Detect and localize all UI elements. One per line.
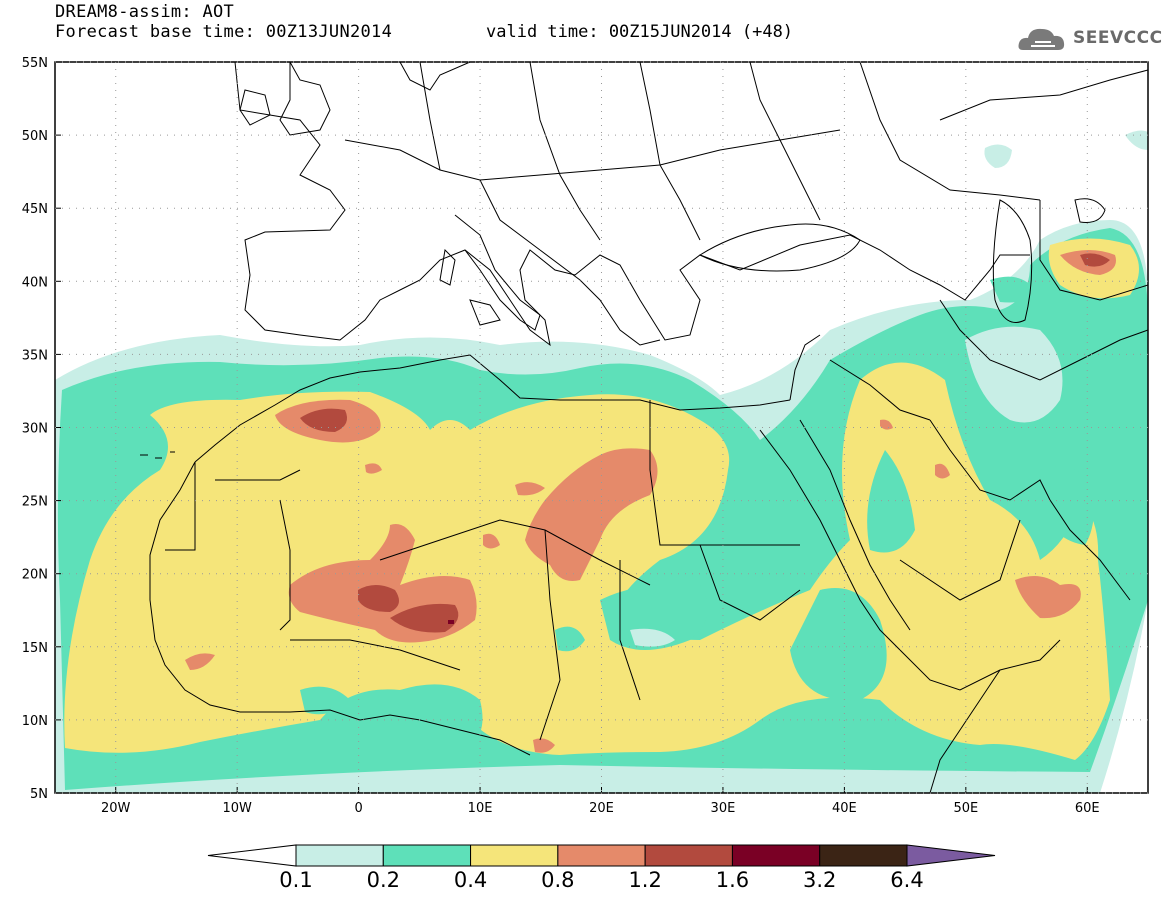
colorbar-label: 0.2 [366,868,400,892]
lon-tick-label: 20W [101,801,131,816]
colorbar-segment [731,844,821,867]
coastlines [140,62,1148,793]
cloud-logo-icon [1018,28,1065,50]
lon-tick-label: 10W [222,801,252,816]
colorbar-under-triangle [207,844,297,867]
colorbar-segment [470,844,559,867]
forecast-base-time: Forecast base time: 00Z13JUN2014 [55,22,393,42]
lon-tick-label: 50E [953,801,978,816]
colorbar-label: 6.4 [890,868,924,892]
lon-tick-label: 20E [589,801,614,816]
lat-tick-label: 30N [22,422,48,437]
lat-tick-label: 45N [22,202,48,217]
lon-tick-label: 30E [711,801,736,816]
lat-tick-label: 35N [22,348,48,363]
colorbar-segment [295,844,384,867]
colorbar-segment [819,844,908,867]
lat-tick-label: 15N [22,641,48,656]
lon-tick-label: 0 [354,801,362,816]
valid-time: valid time: 00Z15JUN2014 (+48) [486,22,794,42]
colorbar-label: 0.1 [279,868,313,892]
lat-tick-label: 40N [22,275,48,290]
lat-tick-label: 5N [30,787,48,802]
colorbar-label: 1.6 [715,868,750,892]
colorbar-label: 0.8 [541,868,575,892]
colorbar-segment [644,844,733,867]
colorbar [207,844,996,867]
lat-tick-label: 50N [22,129,48,144]
lon-tick-label: 60E [1075,801,1100,816]
colorbar-segment [382,844,472,867]
lat-tick-label: 25N [22,495,48,510]
lon-tick-label: 40E [832,801,857,816]
colorbar-label: 0.4 [453,868,488,892]
axis-ticks [55,61,1148,794]
logo-text: SEEVCCC [1073,28,1163,48]
colorbar-segment [557,844,646,867]
colorbar-label: 1.2 [628,868,662,892]
lat-tick-label: 10N [22,714,48,729]
chart-title: DREAM8-assim: AOT [55,2,235,22]
aot-band-1.2 [300,408,348,432]
lat-tick-label: 55N [22,56,48,71]
lat-tick-label: 20N [22,568,48,583]
lon-tick-label: 10E [468,801,493,816]
colorbar-over-triangle [906,844,996,867]
axis-labels: 20W 10W 0 10E 20E 30E 40E 50E 60E 55N 50N 45N 40N 35N… [22,56,1100,816]
colorbar-label: 3.2 [803,868,837,892]
